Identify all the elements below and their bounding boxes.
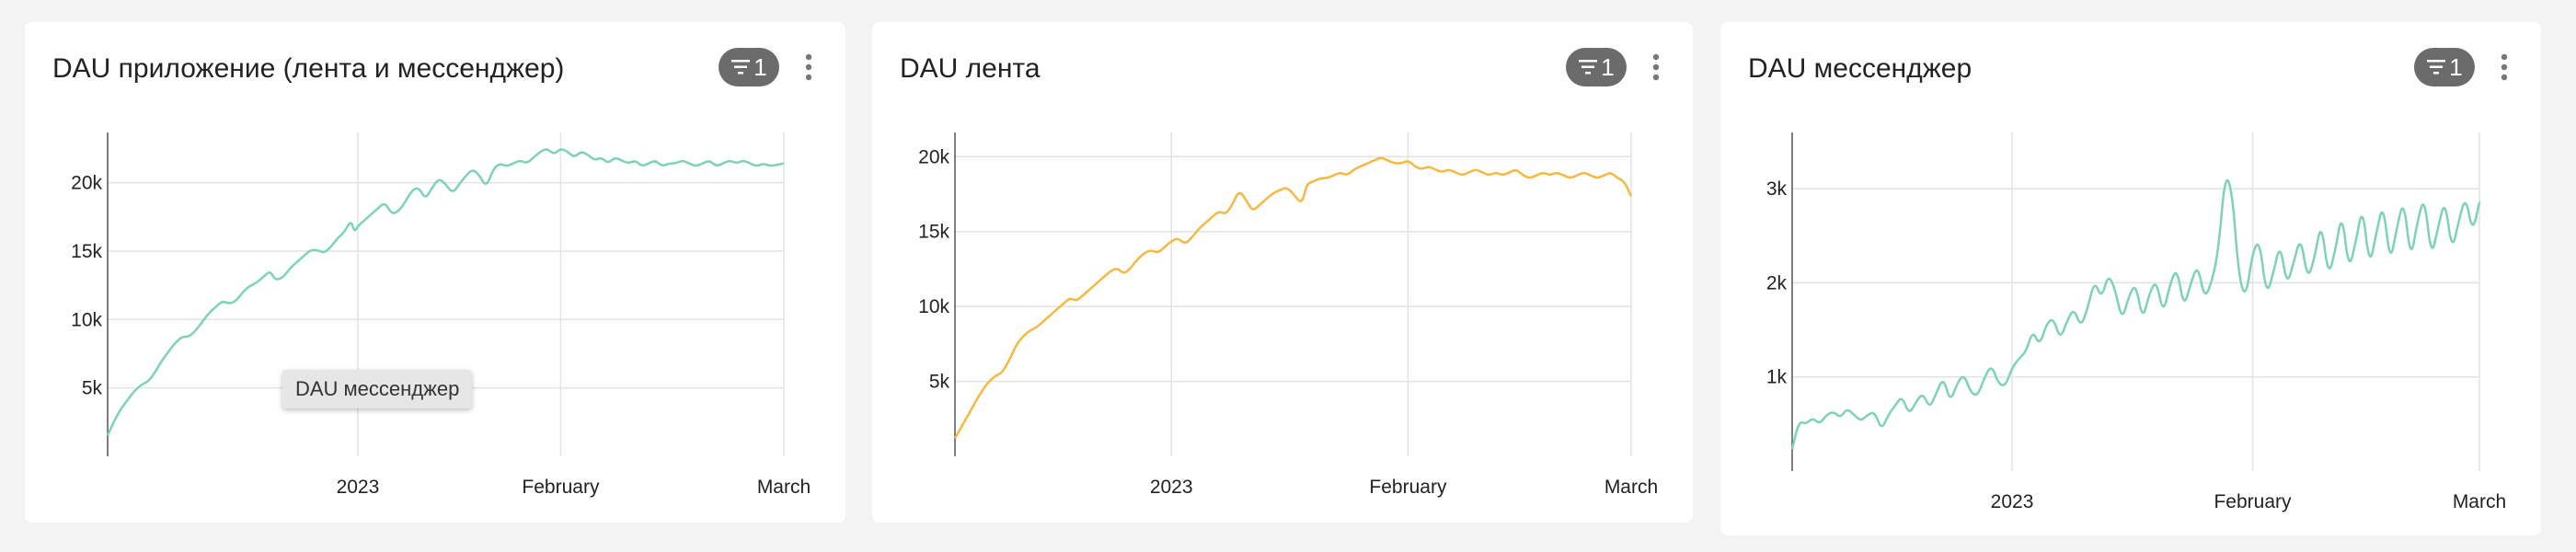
line-chart: 5k 10k 15k 20k 2023 February March bbox=[71, 132, 811, 498]
y-tick-label: 5k bbox=[82, 378, 103, 399]
x-tick-label: February bbox=[522, 477, 600, 498]
dashboard-card-dau-feed: DAU лента 1 5k 10k 15k 20k 2023 February March bbox=[872, 22, 1693, 523]
card-title: DAU мессенджер bbox=[1748, 53, 1972, 84]
more-menu-button[interactable] bbox=[798, 48, 820, 86]
filter-count: 1 bbox=[1601, 52, 1615, 81]
y-tick-label: 15k bbox=[918, 222, 949, 243]
filter-count: 1 bbox=[2449, 52, 2463, 81]
filter-icon bbox=[731, 60, 751, 75]
x-tick-label: February bbox=[1369, 477, 1447, 498]
series-line bbox=[1790, 178, 2481, 450]
y-tick-label: 10k bbox=[71, 309, 102, 330]
line-chart: 1k 2k 3k 2023 February March bbox=[1766, 132, 2506, 512]
more-vertical-icon bbox=[2501, 53, 2508, 81]
y-tick-label: 3k bbox=[1766, 178, 1788, 200]
y-tick-label: 15k bbox=[71, 241, 102, 262]
filter-icon bbox=[1579, 60, 1598, 75]
x-tick-label: 2023 bbox=[1150, 477, 1193, 498]
x-tick-label: March bbox=[2453, 491, 2506, 512]
series-line bbox=[953, 156, 1633, 440]
more-vertical-icon bbox=[805, 53, 812, 81]
filter-badge[interactable]: 1 bbox=[1566, 48, 1627, 86]
filter-badge[interactable]: 1 bbox=[2414, 48, 2475, 86]
tooltip: DAU мессенджер bbox=[282, 370, 473, 408]
x-tick-label: 2023 bbox=[337, 477, 380, 498]
x-tick-label: February bbox=[2214, 491, 2292, 512]
x-tick-label: 2023 bbox=[1991, 491, 2034, 512]
series-line bbox=[106, 148, 785, 436]
more-menu-button[interactable] bbox=[1645, 48, 1667, 86]
y-tick-label: 1k bbox=[1766, 367, 1788, 388]
x-tick-label: March bbox=[757, 477, 811, 498]
x-tick-label: March bbox=[1604, 477, 1658, 498]
filter-count: 1 bbox=[753, 52, 767, 81]
y-tick-label: 10k bbox=[918, 296, 949, 317]
dashboard-card-dau-app: DAU приложение (лента и мессенджер) 1 5k… bbox=[25, 22, 845, 523]
filter-badge[interactable]: 1 bbox=[719, 48, 779, 86]
card-title: DAU приложение (лента и мессенджер) bbox=[52, 53, 565, 84]
more-vertical-icon bbox=[1652, 53, 1660, 81]
y-tick-label: 20k bbox=[918, 146, 949, 167]
y-tick-label: 2k bbox=[1766, 272, 1788, 293]
card-title: DAU лента bbox=[900, 53, 1041, 84]
line-chart: 5k 10k 15k 20k 2023 February March bbox=[918, 132, 1658, 498]
dashboard-card-dau-messenger: DAU мессенджер 1 1k 2k 3k 2023 February March bbox=[1720, 22, 2541, 535]
more-menu-button[interactable] bbox=[2493, 48, 2515, 86]
y-tick-label: 20k bbox=[71, 173, 102, 194]
filter-icon bbox=[2427, 60, 2446, 75]
y-tick-label: 5k bbox=[929, 372, 950, 393]
